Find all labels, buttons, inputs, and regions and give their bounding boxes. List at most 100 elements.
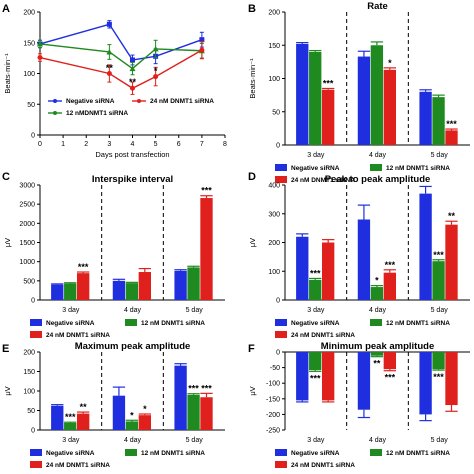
legend-swatch [275, 331, 287, 338]
significance-label: *** [323, 78, 334, 88]
y-tick-label: 100 [268, 269, 280, 276]
legend-swatch [30, 449, 42, 456]
data-point [129, 65, 136, 72]
y-tick-label: 3000 [19, 183, 35, 190]
data-point [199, 47, 205, 53]
bar [309, 51, 322, 145]
bar [296, 236, 309, 300]
legend-label: Negative siRNA [46, 320, 95, 327]
bar [322, 352, 335, 401]
panel-letter-f: F [248, 343, 255, 355]
x-tick-label: 3 day [307, 307, 325, 314]
bar [432, 97, 445, 145]
significance-label: *** [433, 372, 444, 382]
bar [419, 352, 432, 415]
data-point [106, 48, 113, 55]
y-tick-label: 0 [31, 298, 35, 305]
legend-label: Negative siRNA [291, 165, 340, 172]
x-tick-label: 4 day [124, 307, 142, 314]
data-point [199, 37, 205, 43]
significance-label: * [388, 58, 392, 68]
bar [357, 352, 371, 410]
y-tick-label: -50 [270, 365, 280, 372]
bar [383, 352, 396, 370]
legend-swatch [275, 319, 287, 326]
bar [112, 280, 126, 300]
legend-swatch [370, 319, 382, 326]
bar [445, 352, 458, 406]
y-tick-label: 0 [276, 298, 280, 305]
x-tick-label: 5 day [186, 437, 204, 444]
chart-title-c: Interspike interval [92, 174, 173, 185]
bar [419, 91, 432, 145]
bar [112, 395, 126, 430]
y-tick-label: 300 [268, 211, 280, 218]
x-tick-label: 5 [154, 141, 158, 148]
bar [51, 405, 64, 430]
panel-letter-c: C [2, 171, 10, 183]
y-tick-label: 50 [27, 408, 35, 415]
bar [309, 352, 322, 371]
legend-marker [137, 99, 141, 103]
legend-marker [53, 99, 57, 103]
bar [432, 261, 445, 300]
panel-letter-d: D [248, 171, 256, 183]
bar [187, 394, 200, 430]
panel-d: D Peak to peak amplitude 0 100 200 300 400 μV 3 … [248, 171, 470, 339]
legend-label: Negative siRNA [46, 450, 95, 457]
x-tick-label: 4 [131, 141, 135, 148]
bar [77, 273, 90, 300]
x-tick-label: 5 day [431, 307, 449, 314]
panel-a: A 0 50 100 150 200 Beats·min⁻¹ 0 1 2 3 4 5 6 7 8 Days po… [2, 3, 227, 159]
bar [187, 267, 200, 300]
y-tick-label: 0 [276, 143, 280, 150]
legend-swatch [275, 176, 287, 183]
panel-letter-a: A [2, 3, 10, 15]
bar [200, 397, 213, 430]
legend-swatch [370, 449, 382, 456]
x-tick-label: 4 day [124, 437, 142, 444]
bar [432, 352, 445, 370]
y-tick-label: 150 [23, 369, 35, 376]
x-tick-label: 4 day [369, 152, 387, 159]
significance-label: *** [433, 250, 444, 260]
x-tick-label: 6 [177, 141, 181, 148]
y-tick-label: 2500 [19, 202, 35, 209]
legend-label: 24 nM DNMT1 siRNA [46, 332, 110, 339]
data-point [106, 21, 112, 27]
legend-swatch [125, 449, 137, 456]
legend-label: 24 nM DNMT1 siRNA [291, 462, 355, 469]
y-tick-label: 200 [268, 240, 280, 247]
y-tick-label: 150 [268, 43, 280, 50]
legend-swatch [30, 331, 42, 338]
bar [383, 69, 396, 145]
legend-marker [53, 111, 57, 115]
panel-e: E Maximum peak amplitude 0 50 100 150 200 μV 3 d… [2, 341, 225, 469]
legend-swatch [30, 319, 42, 326]
bar [322, 89, 335, 145]
y-tick-label: 400 [268, 183, 280, 190]
bar [357, 219, 371, 300]
bar [296, 43, 309, 145]
x-tick-label: 5 day [431, 437, 449, 444]
data-point [153, 74, 159, 80]
y-tick-label: -150 [266, 396, 280, 403]
y-axis-label-d: μV [248, 238, 257, 247]
y-tick-label: 500 [23, 278, 35, 285]
data-point [37, 40, 43, 47]
significance-label: *** [385, 373, 396, 383]
x-tick-label: 3 day [62, 437, 80, 444]
legend-swatch [275, 164, 287, 171]
y-axis-label-b: Beats·min⁻¹ [248, 58, 257, 99]
significance-label: ** [448, 211, 456, 221]
bar [296, 352, 309, 401]
y-axis-label-f: μV [248, 386, 257, 395]
legend-label: 12 nMDNMT1 siRNA [66, 110, 128, 117]
bar [64, 283, 77, 300]
legend-label: Negative siRNA [291, 320, 340, 327]
panel-letter-b: B [248, 3, 256, 15]
x-tick-label: 0 [38, 141, 42, 148]
significance-label: ** [106, 63, 114, 73]
significance-label: ** [373, 359, 381, 369]
bar [309, 279, 322, 300]
